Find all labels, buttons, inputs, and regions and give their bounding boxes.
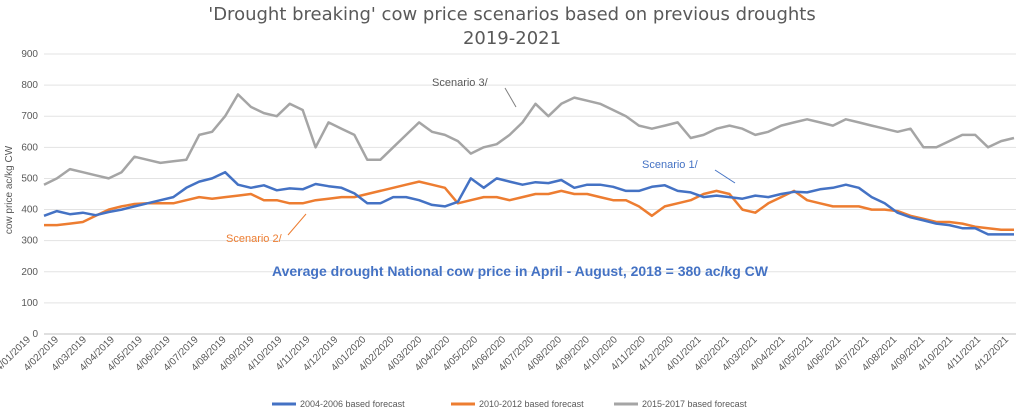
y-tick-label: 800 — [21, 80, 38, 91]
y-tick-label: 900 — [21, 49, 38, 60]
series-line-2010-2012 — [44, 180, 1014, 232]
annotation-scenario-3-arrow — [504, 87, 517, 108]
chart-subtitle: 2019-2021 — [463, 28, 561, 49]
annotation-scenario-1-arrow — [714, 169, 736, 184]
y-tick-label: 200 — [21, 267, 38, 278]
series-line-2015-2017 — [43, 93, 1015, 186]
y-tick-label: 300 — [21, 236, 38, 247]
y-tick-label: 600 — [21, 142, 38, 153]
y-axis-ticks: 0 100 200 300 400 500 600 700 800 900 — [21, 49, 38, 340]
legend: 2004-2006 based forecast 2010-2012 based… — [272, 399, 747, 409]
y-tick-label: 0 — [32, 329, 38, 340]
annotation-scenario-2: Scenario 2/ — [226, 233, 283, 245]
y-tick-label: 400 — [21, 205, 38, 216]
legend-label-2004-2006: 2004-2006 based forecast — [300, 399, 405, 409]
x-axis-ticks: 4/01/20194/02/20194/03/20194/04/20194/05… — [0, 334, 1011, 374]
y-tick-label: 700 — [21, 111, 38, 122]
gridlines — [44, 53, 1016, 335]
y-tick-label: 100 — [21, 298, 38, 309]
series-line-2004-2006 — [43, 170, 1014, 236]
annotation-scenario-3: Scenario 3/ — [432, 77, 489, 89]
average-price-note: Average drought National cow price in Ap… — [272, 263, 769, 279]
y-axis-label: cow price ac/kg CW — [4, 145, 15, 234]
y-tick-label: 500 — [21, 173, 38, 184]
legend-label-2010-2012: 2010-2012 based forecast — [479, 399, 584, 409]
annotation-scenario-1: Scenario 1/ — [642, 159, 699, 171]
series-lines — [43, 93, 1015, 236]
annotation-scenario-2-arrow — [287, 213, 307, 236]
legend-label-2015-2017: 2015-2017 based forecast — [642, 399, 747, 409]
chart-title: 'Drought breaking' cow price scenarios b… — [208, 4, 815, 25]
